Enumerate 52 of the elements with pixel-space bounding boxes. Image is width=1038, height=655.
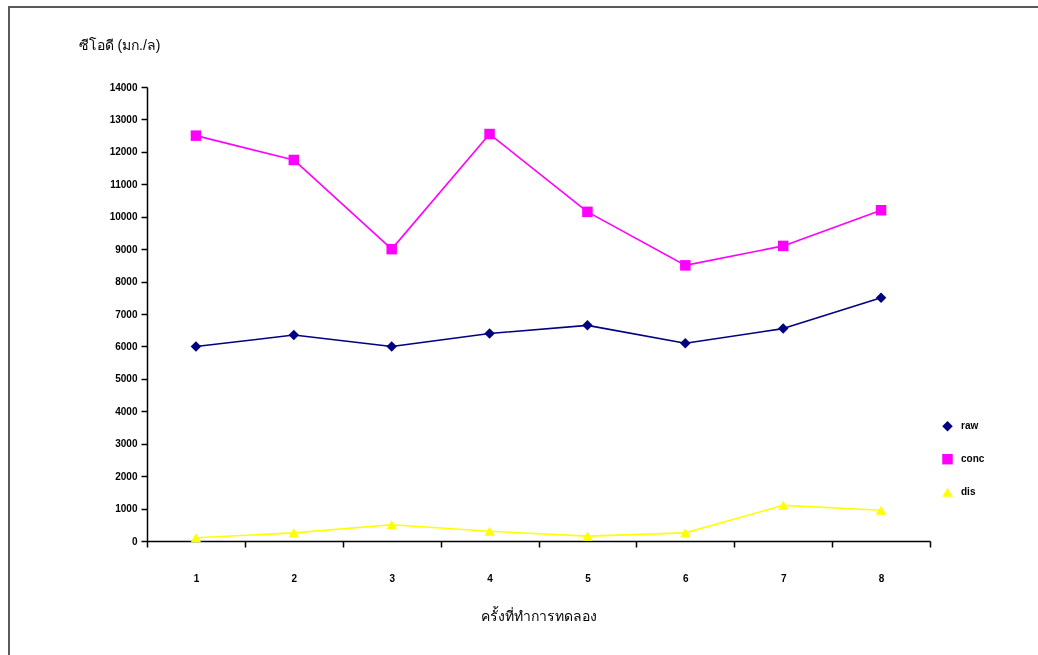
point [875,204,887,216]
y-tick-label: 11000 [110,178,138,190]
legend-label: conc [961,453,985,465]
y-tick-label: 9000 [115,243,138,255]
y-tick-label: 8000 [115,276,138,288]
y-tick-label: 12000 [109,146,138,158]
y-axis-title: ซีโอดี (มก./ล) [78,36,161,53]
point [484,128,495,140]
y-tick-label: 7000 [115,308,138,320]
legend-label: dis [961,486,976,498]
point [484,328,495,339]
x-axis-title: ครั้งที่ทำการทดลอง [481,605,597,624]
point [386,520,397,530]
point [777,240,789,252]
point [680,260,691,271]
y-tick-label: 5000 [115,373,138,385]
point [386,341,397,352]
point [288,528,300,538]
y-tick-label: 4000 [115,405,138,417]
point [777,323,789,334]
y-tick-label: 3000 [115,438,138,450]
point [386,243,397,255]
y-tick-label: 10000 [109,211,138,223]
x-tick-label: 2 [291,572,298,584]
point [875,292,887,304]
legend-label: raw [961,420,979,432]
point [680,528,691,538]
x-tick-label: 8 [878,572,885,584]
x-tick-label: 3 [389,572,396,584]
point [582,206,593,218]
y-tick-label: 14000 [109,81,138,93]
point [190,341,202,352]
point [777,500,789,510]
point [582,531,593,541]
y-tick-label: 13000 [109,113,138,125]
point [680,337,691,349]
y-tick-label: 1000 [115,503,138,515]
point [875,505,887,515]
y-tick-label: 6000 [115,340,138,352]
x-tick-label: 5 [585,572,592,584]
x-tick-label: 4 [487,572,494,584]
y-tick-label: 2000 [115,470,138,482]
x-tick-label: 6 [683,572,690,584]
point [190,533,202,543]
point [190,130,202,141]
point [288,154,300,166]
x-tick-label: 1 [193,572,200,584]
point [582,320,593,331]
point [288,329,300,341]
point [484,526,495,536]
x-tick-label: 7 [780,572,787,584]
y-tick-label: 0 [131,535,138,547]
